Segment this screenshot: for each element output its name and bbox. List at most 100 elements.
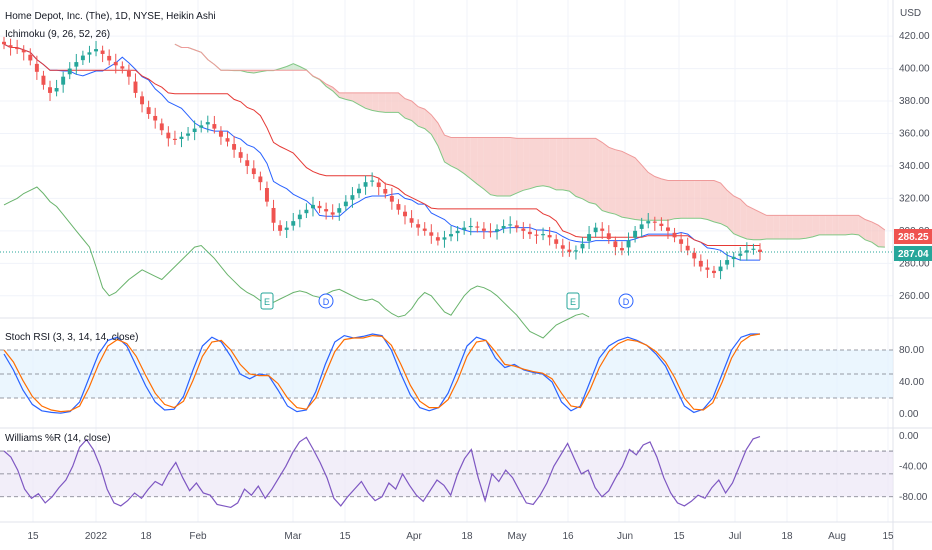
candle[interactable] bbox=[166, 126, 171, 147]
candle[interactable] bbox=[481, 222, 486, 239]
candle[interactable] bbox=[251, 160, 256, 179]
candle[interactable] bbox=[705, 259, 710, 278]
candle[interactable] bbox=[2, 36, 6, 50]
earnings-marker[interactable]: E bbox=[566, 292, 580, 310]
candle[interactable] bbox=[508, 216, 513, 234]
time-tick-label[interactable]: 16 bbox=[562, 531, 574, 542]
candle[interactable] bbox=[692, 247, 697, 267]
candle[interactable] bbox=[731, 251, 736, 268]
symbol-title[interactable]: Home Depot, Inc. (The), 1D, NYSE, Heikin… bbox=[5, 11, 216, 22]
price-tick-label[interactable]: 400.00 bbox=[899, 64, 930, 75]
candle[interactable] bbox=[133, 73, 138, 98]
candle[interactable] bbox=[495, 224, 500, 240]
candle[interactable] bbox=[442, 230, 447, 248]
candle[interactable] bbox=[600, 222, 605, 239]
candle[interactable] bbox=[291, 213, 296, 231]
candle[interactable] bbox=[271, 199, 276, 231]
candle[interactable] bbox=[501, 219, 506, 234]
candle[interactable] bbox=[245, 153, 250, 175]
candle[interactable] bbox=[547, 226, 552, 246]
candle[interactable] bbox=[317, 200, 322, 214]
candle[interactable] bbox=[475, 221, 480, 233]
time-tick-label[interactable]: Jun bbox=[617, 531, 633, 542]
candle[interactable] bbox=[619, 241, 624, 256]
price-tick-label[interactable]: 80.00 bbox=[899, 345, 924, 356]
candle[interactable] bbox=[297, 209, 302, 228]
candle[interactable] bbox=[54, 79, 59, 97]
candle[interactable] bbox=[34, 55, 39, 80]
candle[interactable] bbox=[74, 53, 79, 75]
price-tick-label[interactable]: 380.00 bbox=[899, 96, 930, 107]
candle[interactable] bbox=[350, 187, 355, 208]
time-tick-label[interactable]: Aug bbox=[828, 531, 846, 542]
candle[interactable] bbox=[751, 243, 756, 255]
candle[interactable] bbox=[153, 107, 158, 129]
candle[interactable] bbox=[120, 61, 125, 74]
time-tick-label[interactable]: May bbox=[508, 531, 527, 542]
candle[interactable] bbox=[225, 131, 230, 147]
candle[interactable] bbox=[48, 80, 52, 102]
price-tick-label[interactable]: 360.00 bbox=[899, 128, 930, 139]
price-tick-label[interactable]: 420.00 bbox=[899, 31, 930, 42]
candle[interactable] bbox=[304, 203, 309, 219]
candle[interactable] bbox=[113, 53, 118, 74]
candle[interactable] bbox=[8, 38, 13, 56]
candle[interactable] bbox=[429, 224, 434, 244]
candle[interactable] bbox=[560, 238, 565, 257]
candle[interactable] bbox=[212, 115, 217, 134]
price-tick-label[interactable]: 0.00 bbox=[899, 409, 919, 420]
candle[interactable] bbox=[28, 48, 33, 66]
candle[interactable] bbox=[337, 203, 342, 221]
candle[interactable] bbox=[698, 254, 703, 272]
candle[interactable] bbox=[238, 147, 243, 163]
dividend-marker[interactable]: D bbox=[318, 293, 334, 309]
candle[interactable] bbox=[593, 222, 598, 238]
candle[interactable] bbox=[396, 199, 401, 215]
candle[interactable] bbox=[665, 219, 670, 239]
candle[interactable] bbox=[192, 120, 197, 141]
candle[interactable] bbox=[626, 232, 631, 256]
candle[interactable] bbox=[573, 245, 578, 260]
candle[interactable] bbox=[416, 219, 421, 236]
candle[interactable] bbox=[422, 222, 427, 236]
candle[interactable] bbox=[61, 71, 66, 93]
candle[interactable] bbox=[205, 115, 210, 133]
candle[interactable] bbox=[409, 210, 414, 228]
time-tick-label[interactable]: 15 bbox=[27, 531, 39, 542]
time-tick-label[interactable]: 18 bbox=[461, 531, 473, 542]
candle[interactable] bbox=[633, 225, 638, 243]
candle[interactable] bbox=[725, 251, 730, 270]
candle[interactable] bbox=[199, 120, 204, 133]
time-tick-label[interactable]: 15 bbox=[882, 531, 894, 542]
candle[interactable] bbox=[126, 64, 131, 85]
candle[interactable] bbox=[449, 225, 453, 242]
candle[interactable] bbox=[21, 45, 26, 61]
candle[interactable] bbox=[15, 39, 20, 54]
time-axis[interactable]: 15 2022 18 Feb Mar 15 Apr 18 May 16 Jun 15 Jul 18 Aug 1… bbox=[27, 531, 894, 542]
candle[interactable] bbox=[258, 171, 263, 191]
time-tick-label[interactable]: Mar bbox=[284, 531, 302, 542]
candle[interactable] bbox=[738, 247, 743, 261]
time-tick-label[interactable]: 18 bbox=[140, 531, 152, 542]
stoch-rsi-legend[interactable]: Stoch RSI (3, 3, 14, 14, close) bbox=[5, 332, 138, 343]
candle[interactable] bbox=[554, 234, 559, 249]
time-tick-label[interactable]: 18 bbox=[781, 531, 793, 542]
candle[interactable] bbox=[41, 70, 46, 90]
candle[interactable] bbox=[376, 177, 381, 196]
candle[interactable] bbox=[639, 217, 644, 238]
candle[interactable] bbox=[159, 118, 164, 136]
candle[interactable] bbox=[652, 216, 657, 231]
candle[interactable] bbox=[389, 187, 394, 210]
candle[interactable] bbox=[172, 130, 177, 145]
candle[interactable] bbox=[80, 50, 85, 66]
time-tick-label[interactable]: 15 bbox=[339, 531, 351, 542]
candle[interactable] bbox=[370, 172, 375, 187]
ichimoku-legend[interactable]: Ichimoku (9, 26, 52, 26) bbox=[5, 29, 110, 40]
candle[interactable] bbox=[146, 100, 151, 119]
candle[interactable] bbox=[343, 195, 348, 212]
candle[interactable] bbox=[94, 40, 99, 57]
candle[interactable] bbox=[383, 182, 388, 199]
candle[interactable] bbox=[284, 221, 289, 238]
price-tick-label[interactable]: 280.00 bbox=[899, 258, 930, 269]
